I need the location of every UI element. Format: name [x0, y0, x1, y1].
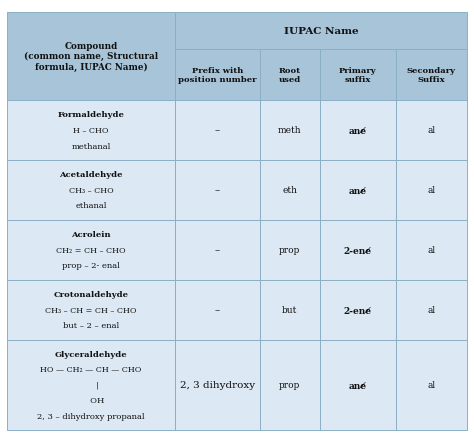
Text: prop – 2- enal: prop – 2- enal	[62, 262, 120, 270]
Bar	[175, 220, 260, 280]
Bar	[320, 101, 396, 160]
Bar	[7, 280, 175, 340]
Bar	[260, 340, 320, 430]
Text: Secondary
Suffix: Secondary Suffix	[407, 66, 456, 84]
Bar	[175, 280, 260, 340]
Text: ane̸: ane̸	[349, 126, 367, 135]
Bar	[396, 50, 467, 101]
Bar	[7, 220, 175, 280]
Bar	[396, 280, 467, 340]
Text: Acrolein: Acrolein	[71, 230, 111, 238]
Text: al: al	[427, 246, 435, 255]
Bar	[7, 13, 175, 101]
Text: HO — CH₂ — CH — CHO: HO — CH₂ — CH — CHO	[40, 365, 142, 373]
Text: eth: eth	[283, 186, 297, 195]
Text: CH₃ – CH = CH – CHO: CH₃ – CH = CH – CHO	[46, 306, 137, 314]
Text: 2, 3 dihydroxy: 2, 3 dihydroxy	[180, 380, 255, 389]
Text: H – CHO: H – CHO	[73, 126, 109, 135]
Text: Formaldehyde: Formaldehyde	[57, 111, 125, 118]
Text: –: –	[215, 186, 220, 195]
Bar	[396, 340, 467, 430]
Bar	[320, 280, 396, 340]
Text: CH₂ = CH – CHO: CH₂ = CH – CHO	[56, 246, 126, 254]
Bar	[396, 220, 467, 280]
Text: al: al	[427, 380, 435, 389]
Text: meth: meth	[278, 126, 301, 135]
Bar	[260, 220, 320, 280]
Text: ethanal: ethanal	[75, 202, 107, 210]
Text: Prefix with
position number: Prefix with position number	[178, 66, 257, 84]
Text: IUPAC Name: IUPAC Name	[283, 27, 358, 36]
Text: Acetaldehyde: Acetaldehyde	[59, 171, 123, 178]
Bar	[175, 340, 260, 430]
Bar	[175, 160, 260, 220]
Bar	[260, 160, 320, 220]
Bar	[320, 220, 396, 280]
Text: –: –	[215, 126, 220, 135]
Text: CH₃ – CHO: CH₃ – CHO	[69, 186, 113, 194]
Text: Compound
(common name, Structural
formula, IUPAC Name): Compound (common name, Structural formul…	[24, 42, 158, 72]
Bar	[396, 101, 467, 160]
Text: al: al	[427, 186, 435, 195]
Text: Glyceraldehyde: Glyceraldehyde	[55, 350, 128, 358]
Text: but: but	[282, 306, 298, 315]
Text: prop: prop	[279, 380, 301, 389]
Text: 2-ene̸: 2-ene̸	[344, 246, 372, 255]
Bar	[7, 340, 175, 430]
Text: 2, 3 – dihydroxy propanal: 2, 3 – dihydroxy propanal	[37, 412, 145, 420]
Text: but – 2 – enal: but – 2 – enal	[63, 322, 119, 330]
Text: 2-ene̸: 2-ene̸	[344, 306, 372, 315]
Text: Crotonaldehyde: Crotonaldehyde	[54, 290, 128, 298]
Bar	[7, 160, 175, 220]
Bar	[7, 101, 175, 160]
Text: Root
used: Root used	[279, 66, 301, 84]
Text: methanal: methanal	[71, 142, 111, 150]
Text: al: al	[427, 306, 435, 315]
Bar	[175, 13, 467, 50]
Bar	[320, 340, 396, 430]
Bar	[260, 280, 320, 340]
Text: OH: OH	[77, 396, 105, 404]
Text: al: al	[427, 126, 435, 135]
Bar	[320, 160, 396, 220]
Text: Primary
suffix: Primary suffix	[339, 66, 376, 84]
Text: |: |	[83, 381, 99, 389]
Bar	[175, 101, 260, 160]
Bar	[260, 50, 320, 101]
Text: –: –	[215, 306, 220, 315]
Text: prop: prop	[279, 246, 301, 255]
Bar	[260, 101, 320, 160]
Text: ane̸: ane̸	[349, 186, 367, 195]
Text: –: –	[215, 246, 220, 255]
Bar	[175, 50, 260, 101]
Bar	[320, 50, 396, 101]
Bar	[396, 160, 467, 220]
Text: ane̸: ane̸	[349, 380, 367, 389]
